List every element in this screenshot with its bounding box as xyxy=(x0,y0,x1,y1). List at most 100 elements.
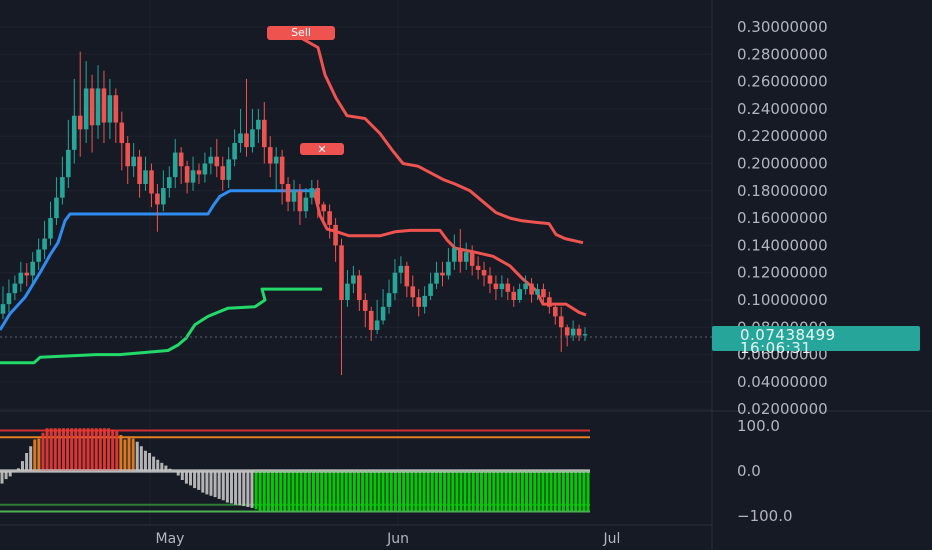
candle-body xyxy=(196,170,202,175)
series-line-upper-band xyxy=(300,36,584,245)
oscillator-bar xyxy=(221,471,225,501)
price-tick-label: 0.24000000 xyxy=(737,100,828,118)
candle-body xyxy=(303,197,309,212)
series-line-stop-line xyxy=(312,190,587,317)
oscillator-bar xyxy=(307,471,311,511)
candle-body xyxy=(517,289,522,300)
candle-body xyxy=(226,159,231,180)
oscillator-tick-label: 0.0 xyxy=(737,462,761,480)
candle-body xyxy=(564,327,570,336)
candle-body xyxy=(345,283,350,300)
oscillator-bar xyxy=(402,471,406,511)
oscillator-bar xyxy=(475,471,479,511)
oscillator-bar xyxy=(541,471,545,511)
oscillator-bar xyxy=(418,471,422,511)
candle-body xyxy=(184,166,190,183)
oscillator-bar xyxy=(295,471,299,511)
oscillator-bar xyxy=(352,471,356,511)
candle-body xyxy=(386,293,392,307)
candle-body xyxy=(535,289,540,295)
oscillator-bar xyxy=(549,471,553,511)
candle-body xyxy=(570,328,576,336)
oscillator-bar xyxy=(328,471,332,511)
candle-body xyxy=(18,272,24,284)
candle-body xyxy=(416,297,422,307)
time-tick-label: Jul xyxy=(603,531,621,547)
candle-body xyxy=(202,163,208,175)
oscillator-bar xyxy=(102,428,106,471)
candle-body xyxy=(374,320,380,331)
candle-body xyxy=(291,190,297,202)
oscillator-bar xyxy=(164,465,168,471)
oscillator-bar xyxy=(373,471,377,511)
oscillator-bar xyxy=(53,428,57,471)
candle-body xyxy=(77,115,83,130)
oscillator-bar xyxy=(479,471,483,511)
oscillator-pane xyxy=(0,428,590,513)
oscillator-bar xyxy=(61,428,65,471)
candle-body xyxy=(95,88,101,126)
oscillator-bar xyxy=(148,453,152,471)
oscillator-bar xyxy=(406,471,410,511)
candle-body xyxy=(66,149,71,178)
candle-body xyxy=(256,119,261,130)
candle-body xyxy=(493,283,499,290)
candle-body xyxy=(529,283,534,295)
candle-body xyxy=(125,143,131,167)
candle-body xyxy=(89,88,95,126)
oscillator-bar xyxy=(152,456,156,471)
candle-body xyxy=(576,328,582,336)
oscillator-bar xyxy=(586,471,590,511)
oscillator-bar xyxy=(238,471,242,506)
oscillator-bar xyxy=(193,471,197,489)
oscillator-bar xyxy=(8,471,12,477)
candle-body xyxy=(6,293,12,305)
oscillator-tick-label: −100.0 xyxy=(737,507,793,525)
candle-body xyxy=(238,133,243,144)
candle-body xyxy=(101,88,107,123)
oscillator-bar xyxy=(184,471,188,484)
candle-body xyxy=(392,272,398,294)
oscillator-bar xyxy=(49,428,53,471)
oscillator-bar xyxy=(443,471,447,511)
price-tick-label: 0.10000000 xyxy=(737,291,828,309)
oscillator-bar xyxy=(291,471,295,511)
candle-body xyxy=(511,291,517,300)
oscillator-bar xyxy=(287,471,291,511)
oscillator-bar xyxy=(156,459,160,471)
candle-body xyxy=(558,316,564,328)
candle-body xyxy=(172,152,178,178)
oscillator-bar xyxy=(451,471,455,511)
oscillator-bar xyxy=(545,471,549,511)
candle-body xyxy=(452,248,457,262)
price-tick-label: 0.22000000 xyxy=(737,127,828,145)
candle-body xyxy=(36,249,41,262)
candle-body xyxy=(267,147,273,164)
time-axis-ticks: May Jun Jul xyxy=(156,531,621,547)
oscillator-bar xyxy=(340,471,344,511)
candlesticks xyxy=(0,51,588,376)
oscillator-bar xyxy=(316,471,320,511)
oscillator-bar xyxy=(471,471,475,511)
candle-body xyxy=(113,95,119,123)
oscillator-bar xyxy=(41,432,45,471)
candle-body xyxy=(541,289,546,298)
oscillator-bar xyxy=(139,446,143,471)
exit-signal-marker: ✕ xyxy=(300,143,344,156)
last-price-value: 0.07438499 xyxy=(740,326,836,344)
oscillator-bar xyxy=(393,471,397,511)
candle-body xyxy=(279,156,285,184)
oscillator-bar xyxy=(275,471,279,511)
candle-body xyxy=(357,275,362,300)
candle-body xyxy=(244,133,249,148)
candle-body xyxy=(481,269,487,276)
price-tick-label: 0.16000000 xyxy=(737,209,828,227)
candle-body xyxy=(368,310,374,331)
oscillator-bar xyxy=(303,471,307,511)
price-tick-label: 0.12000000 xyxy=(737,264,828,282)
candle-body xyxy=(178,152,184,167)
oscillator-bar xyxy=(266,471,270,511)
oscillator-bar xyxy=(70,428,74,471)
candle-body xyxy=(149,170,154,194)
